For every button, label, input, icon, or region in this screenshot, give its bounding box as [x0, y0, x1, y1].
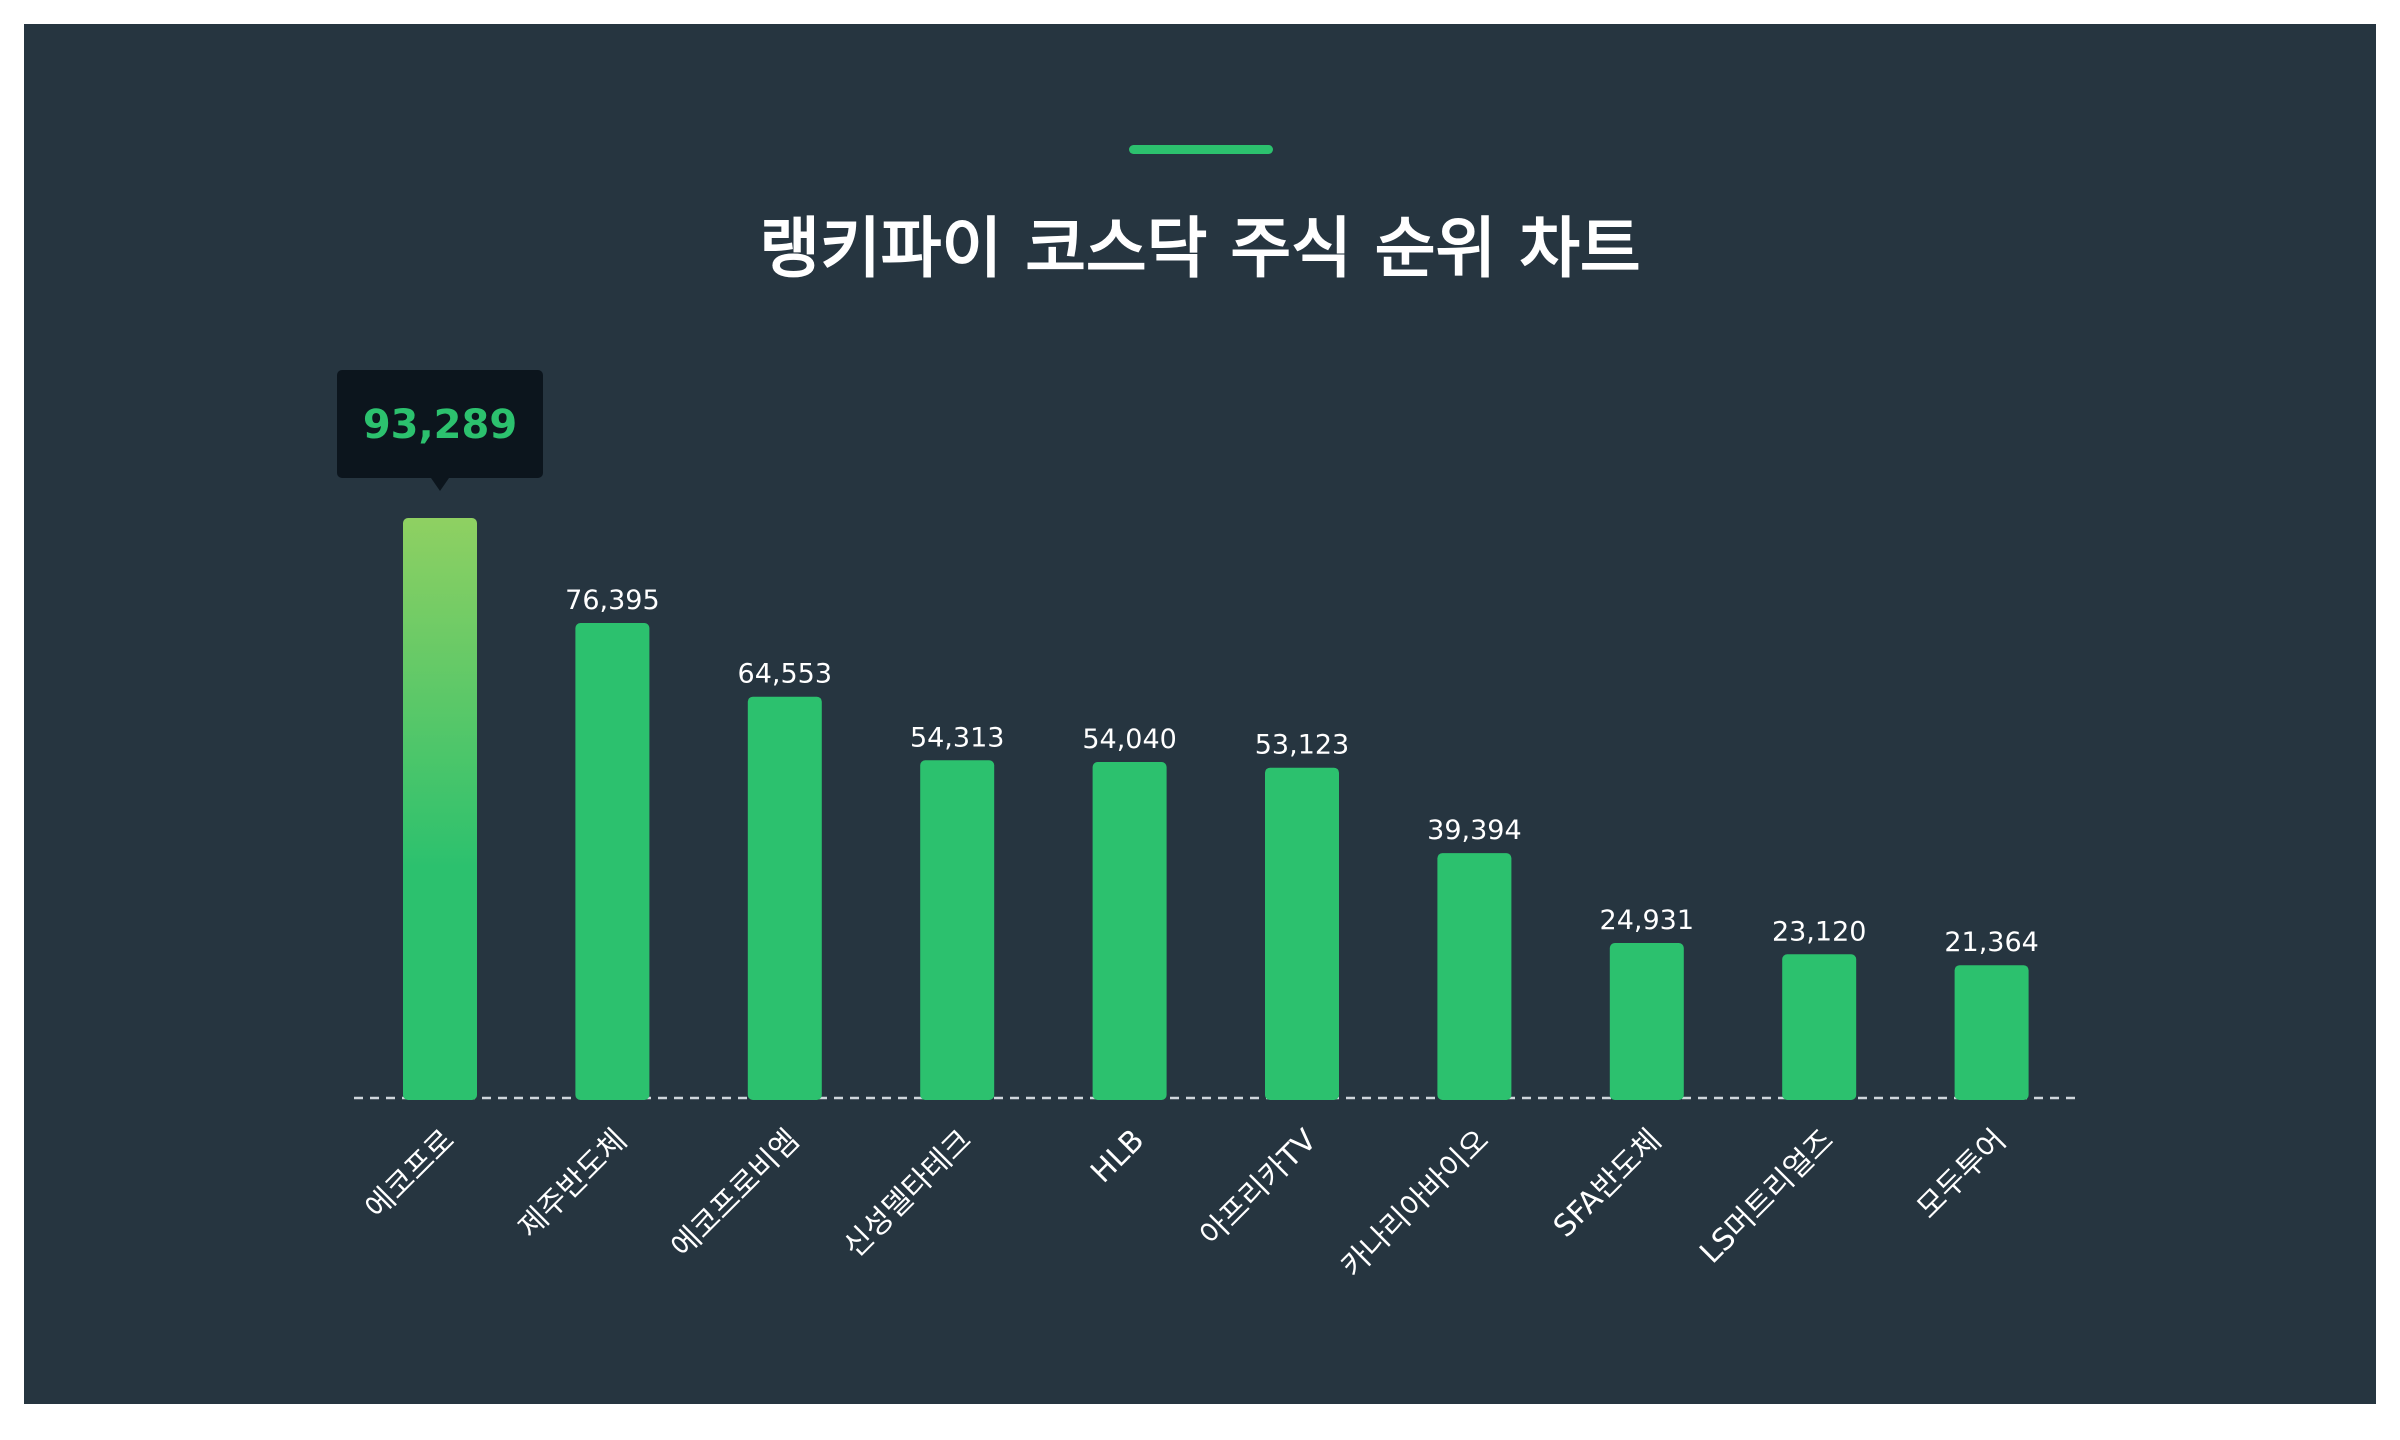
bar-chart: 76,395 64,553 54,313 54,040 53,123 39,394 24,9… — [337, 370, 2076, 1285]
category-label-3: 신성델타테크 — [837, 1123, 979, 1265]
category-label-8: LS머트리얼즈 — [1693, 1123, 1841, 1271]
value-label-8: 23,120 — [1772, 916, 1866, 947]
category-label-2: 에코프로비엠 — [665, 1123, 807, 1265]
category-labels-layer: 에코프로 제주반도체 에코프로비엠 신성델타테크 HLB 아프리카TV 카나리아바이오 SFA… — [359, 1123, 2013, 1285]
bar-1[interactable] — [575, 623, 650, 1100]
category-label-5: 아프리카TV — [1193, 1123, 1324, 1254]
bar-0[interactable] — [403, 518, 477, 1100]
value-label-9: 21,364 — [1944, 927, 2038, 958]
tooltip-pointer — [431, 478, 449, 491]
bar-7[interactable] — [1609, 943, 1684, 1100]
value-label-1: 76,395 — [565, 585, 659, 616]
bar-6[interactable] — [1437, 853, 1512, 1100]
bar-2[interactable] — [747, 696, 822, 1100]
value-label-3: 54,313 — [910, 722, 1004, 753]
category-label-7: SFA반도체 — [1547, 1123, 1669, 1245]
category-label-4: HLB — [1084, 1123, 1151, 1190]
value-label-6: 39,394 — [1427, 815, 1521, 846]
category-label-1: 제주반도체 — [512, 1123, 634, 1245]
category-label-6: 카나리아바이오 — [1335, 1123, 1496, 1284]
bars-layer — [403, 518, 2029, 1100]
value-label-7: 24,931 — [1600, 905, 1694, 936]
bar-9[interactable] — [1954, 965, 2029, 1100]
title-accent-line — [1129, 145, 1273, 154]
value-label-4: 54,040 — [1082, 724, 1176, 755]
value-label-5: 53,123 — [1255, 730, 1349, 761]
category-label-0: 에코프로 — [359, 1123, 462, 1226]
bar-8[interactable] — [1782, 954, 1857, 1100]
category-label-9: 모두투어 — [1910, 1123, 2013, 1226]
value-labels-layer: 76,395 64,553 54,313 54,040 53,123 39,394 24,9… — [565, 585, 2039, 958]
tooltip-box — [337, 370, 543, 478]
highlight-tooltip: 93,289 — [337, 370, 543, 491]
chart-panel: 랭키파이 코스닥 주식 순위 차트 76,395 64,553 54,313 54,0… — [24, 24, 2376, 1404]
value-label-2: 64,553 — [738, 659, 832, 690]
bar-4[interactable] — [1092, 762, 1167, 1100]
bar-5[interactable] — [1265, 767, 1339, 1100]
tooltip-value: 93,289 — [363, 402, 517, 448]
page-title: 랭키파이 코스닥 주식 순위 차트 — [759, 210, 1641, 287]
bar-3[interactable] — [920, 760, 995, 1100]
